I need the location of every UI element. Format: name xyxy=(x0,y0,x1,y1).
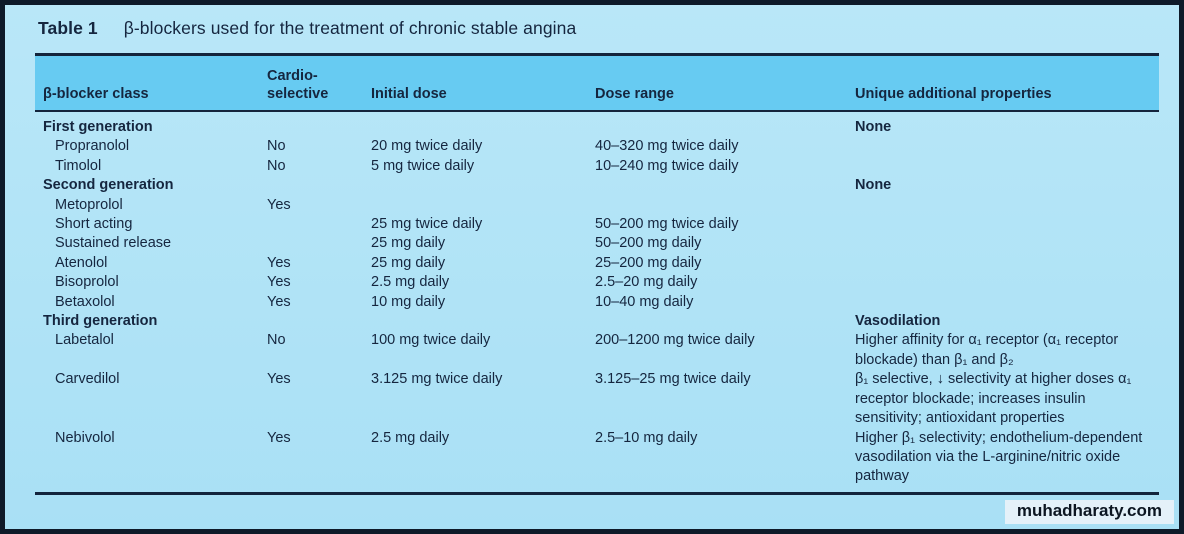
cell-cardio-selective: No xyxy=(267,138,286,155)
cell-cardio-selective xyxy=(267,118,371,137)
cell-properties: Higher β₁ selectivity; endothelium-depen… xyxy=(855,429,1143,485)
cell-cardio-selective xyxy=(267,312,371,331)
cell-properties: None xyxy=(855,177,892,194)
cell-initial-dose xyxy=(371,118,595,137)
cell-initial-dose: 25 mg daily xyxy=(371,254,446,271)
cell-dose-range: 3.125–25 mg twice daily xyxy=(595,371,751,388)
cell-class: Second generation xyxy=(43,177,174,194)
table-row-nebivolol: Nebivolol Yes 2.5 mg daily 2.5–10 mg dai… xyxy=(35,429,1159,487)
col-header-unique-properties: Unique additional properties xyxy=(855,85,1052,102)
cell-cardio-selective: Yes xyxy=(267,429,291,446)
table-body: First generation None Propranolol No 20 … xyxy=(35,112,1159,487)
cell-dose-range: 200–1200 mg twice daily xyxy=(595,332,755,349)
cell-properties xyxy=(855,234,1159,253)
cell-properties xyxy=(855,196,1159,215)
cell-initial-dose: 25 mg twice daily xyxy=(371,216,483,233)
cell-initial-dose: 20 mg twice daily xyxy=(371,138,483,155)
cell-initial-dose: 25 mg daily xyxy=(371,235,446,252)
cell-properties: β₁ selective, ↓ selectivity at higher do… xyxy=(855,371,1132,427)
cell-dose-range: 50–200 mg twice daily xyxy=(595,216,739,233)
cell-class: Betaxolol xyxy=(55,293,115,310)
table-row-short-acting: Short acting 25 mg twice daily 50–200 mg… xyxy=(35,215,1159,234)
cell-properties: Vasodilation xyxy=(855,313,941,330)
cell-cardio-selective: Yes xyxy=(267,196,291,213)
cell-class: Bisoprolol xyxy=(55,274,119,291)
cell-cardio-selective: Yes xyxy=(267,274,291,291)
cell-properties xyxy=(855,215,1159,234)
cell-dose-range: 50–200 mg daily xyxy=(595,235,702,252)
table-row-third-generation: Third generation Vasodilation xyxy=(35,312,1159,331)
cell-class: Metoprolol xyxy=(55,196,123,213)
cell-cardio-selective: Yes xyxy=(267,293,291,310)
cell-dose-range xyxy=(595,196,855,215)
cell-properties: Higher affinity for α₁ receptor (α₁ rece… xyxy=(855,332,1119,368)
cell-cardio-selective: No xyxy=(267,157,286,174)
cell-initial-dose: 3.125 mg twice daily xyxy=(371,371,503,388)
cell-properties xyxy=(855,273,1159,292)
cell-dose-range: 2.5–20 mg daily xyxy=(595,274,698,291)
watermark-link: muhadharaty.com xyxy=(1004,500,1174,524)
cell-properties xyxy=(855,254,1159,273)
cell-initial-dose xyxy=(371,312,595,331)
cell-cardio-selective: Yes xyxy=(267,371,291,388)
cell-class: Short acting xyxy=(55,216,133,233)
cell-initial-dose: 2.5 mg daily xyxy=(371,429,450,446)
cell-class: First generation xyxy=(43,119,153,135)
cell-cardio-selective xyxy=(267,215,371,234)
table-row-betaxolol: Betaxolol Yes 10 mg daily 10–40 mg daily xyxy=(35,293,1159,312)
cell-class: Carvedilol xyxy=(55,371,120,388)
cell-properties xyxy=(855,293,1159,312)
col-header-initial-dose: Initial dose xyxy=(371,85,447,102)
table-row-second-generation: Second generation None xyxy=(35,176,1159,195)
cell-class: Propranolol xyxy=(55,138,130,155)
cell-cardio-selective xyxy=(267,176,371,195)
cell-dose-range: 2.5–10 mg daily xyxy=(595,429,698,446)
table-bottom-rule xyxy=(35,492,1159,495)
cell-class: Labetalol xyxy=(55,332,114,349)
cell-cardio-selective: No xyxy=(267,332,286,349)
cell-properties xyxy=(855,137,1159,156)
table-header-row: β-blocker class Cardio-selective Initial… xyxy=(35,53,1159,112)
cell-properties: None xyxy=(855,119,892,135)
cell-properties xyxy=(855,157,1159,176)
cell-class: Timolol xyxy=(55,157,102,174)
table-caption: β-blockers used for the treatment of chr… xyxy=(123,18,577,38)
cell-dose-range: 10–40 mg daily xyxy=(595,293,694,310)
cell-initial-dose: 2.5 mg daily xyxy=(371,274,450,291)
cell-class: Sustained release xyxy=(55,235,172,252)
table-row-first-generation: First generation None xyxy=(35,118,1159,137)
table-number: Table 1 xyxy=(38,18,98,38)
table-row-atenolol: Atenolol Yes 25 mg daily 25–200 mg daily xyxy=(35,254,1159,273)
cell-dose-range: 40–320 mg twice daily xyxy=(595,138,739,155)
table-row-propranolol: Propranolol No 20 mg twice daily 40–320 … xyxy=(35,137,1159,156)
cell-dose-range xyxy=(595,312,855,331)
col-header-dose-range: Dose range xyxy=(595,85,674,102)
table-row-bisoprolol: Bisoprolol Yes 2.5 mg daily 2.5–20 mg da… xyxy=(35,273,1159,292)
cell-initial-dose xyxy=(371,176,595,195)
cell-initial-dose: 100 mg twice daily xyxy=(371,332,491,349)
cell-cardio-selective: Yes xyxy=(267,254,291,271)
table-row-metoprolol: Metoprolol Yes xyxy=(35,196,1159,215)
cell-initial-dose: 5 mg twice daily xyxy=(371,157,475,174)
cell-class: Third generation xyxy=(43,313,158,330)
col-header-blocker-class: β-blocker class xyxy=(43,85,149,102)
table-row-labetalol: Labetalol No 100 mg twice daily 200–1200… xyxy=(35,331,1159,370)
table-row-timolol: Timolol No 5 mg twice daily 10–240 mg tw… xyxy=(35,157,1159,176)
col-header-cardio-selective: Cardio-selective xyxy=(267,68,329,102)
cell-cardio-selective xyxy=(267,234,371,253)
cell-dose-range: 25–200 mg daily xyxy=(595,254,702,271)
cell-dose-range: 10–240 mg twice daily xyxy=(595,157,739,174)
cell-class: Nebivolol xyxy=(55,429,115,446)
cell-dose-range xyxy=(595,118,855,137)
cell-initial-dose: 10 mg daily xyxy=(371,293,446,310)
table-row-sustained-release: Sustained release 25 mg daily 50–200 mg … xyxy=(35,234,1159,253)
cell-dose-range xyxy=(595,176,855,195)
table-title: Table 1 β-blockers used for the treatment… xyxy=(38,18,576,39)
cell-initial-dose xyxy=(371,196,595,215)
table-row-carvedilol: Carvedilol Yes 3.125 mg twice daily 3.12… xyxy=(35,370,1159,428)
cell-class: Atenolol xyxy=(55,254,108,271)
